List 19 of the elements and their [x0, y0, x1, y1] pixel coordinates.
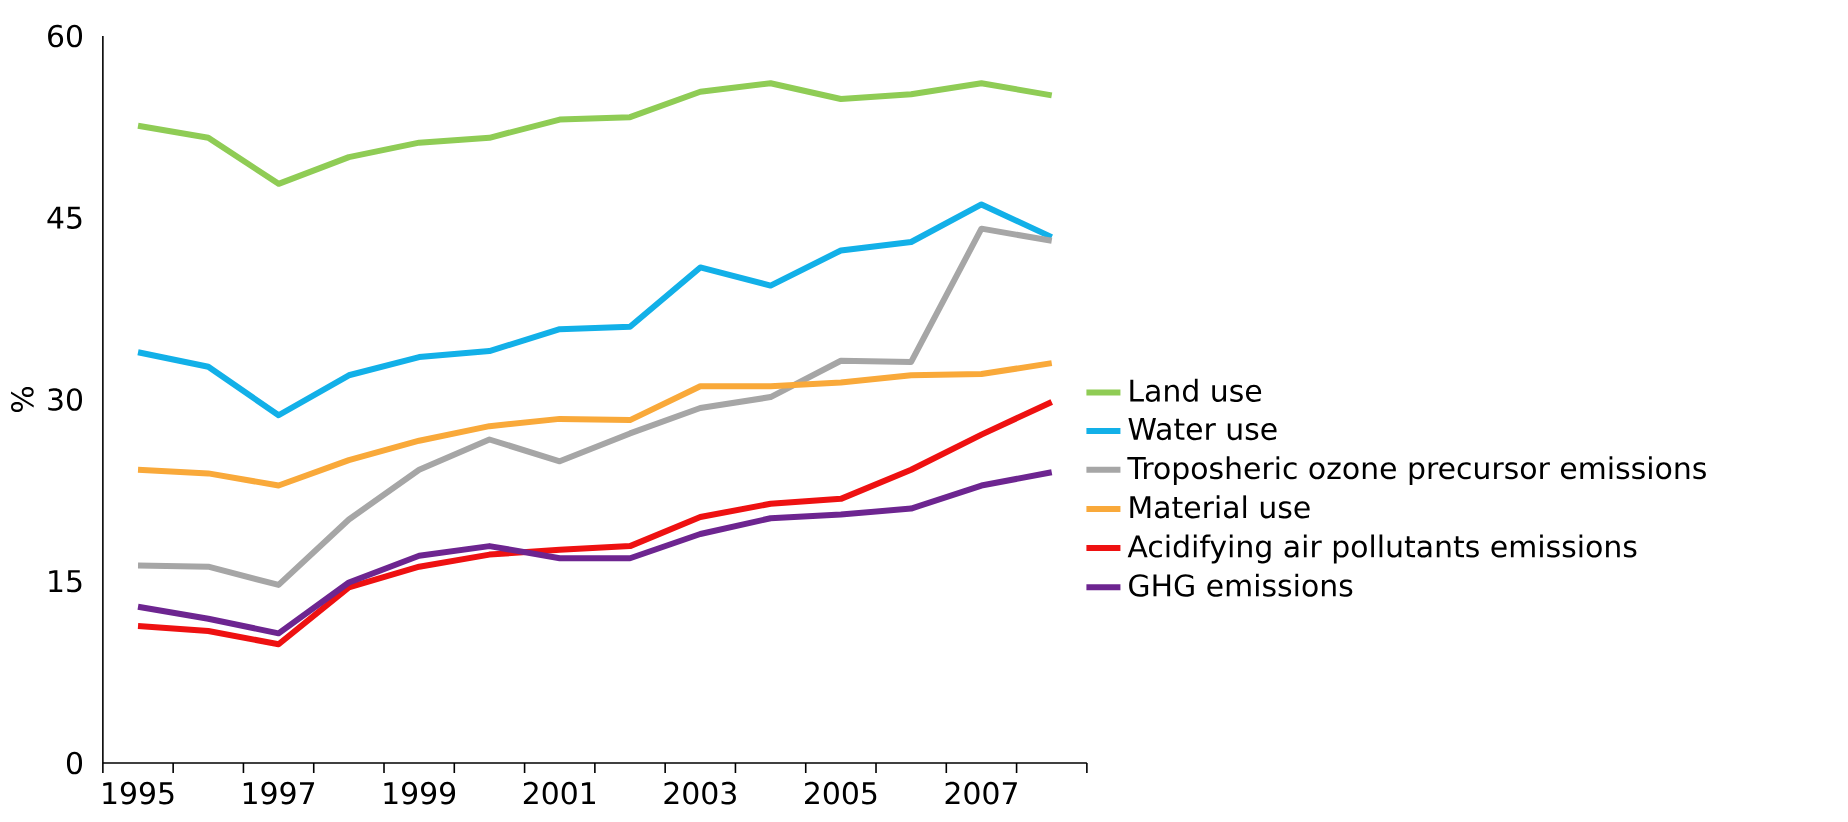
- x-tick-label: 1999: [384, 781, 456, 805]
- x-tick-label: 1997: [243, 781, 315, 805]
- legend-label: Material use: [1130, 495, 1310, 519]
- legend-label: Water use: [1128, 417, 1277, 441]
- y-tick-label: 0: [66, 751, 83, 775]
- y-tick-label: 60: [48, 24, 83, 48]
- x-tick-label: 2005: [805, 781, 877, 805]
- x-tick-label: 2003: [664, 781, 736, 805]
- x-tick-label: 2001: [523, 781, 595, 805]
- legend-label: Land use: [1130, 378, 1262, 402]
- y-tick-label: 15: [49, 570, 82, 593]
- legend-label: Troposheric ozone precursor emissions: [1127, 456, 1706, 486]
- legend-label: GHG emissions: [1129, 573, 1353, 597]
- y-tick-label: 45: [47, 206, 82, 229]
- x-tick-label: 2007: [945, 781, 1017, 805]
- y-tick-label: 30: [48, 388, 83, 411]
- x-tick-label: 1995: [103, 781, 174, 805]
- legend-label: Acidifying air pollutants emissions: [1127, 534, 1637, 564]
- y-axis-title: %: [11, 386, 34, 413]
